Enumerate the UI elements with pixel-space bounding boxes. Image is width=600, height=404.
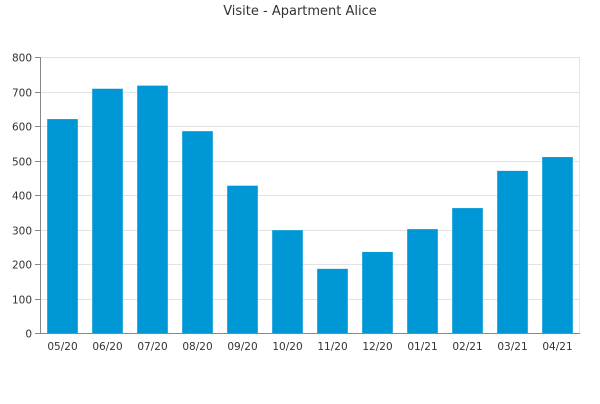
y-tick-label: 400	[12, 191, 32, 203]
y-tick-label: 700	[12, 88, 32, 100]
x-tick-label: 05/20	[47, 341, 77, 353]
x-tick-label: 10/20	[272, 341, 302, 353]
chart-title: Visite - Apartment Alice	[223, 4, 377, 19]
tick-labels: 0 100 200 300 400 500 600 700 800 05/20 06/20 07/20…	[12, 53, 573, 354]
y-tick-label: 500	[12, 157, 32, 169]
x-tick-label: 03/21	[497, 341, 527, 353]
grid-lines	[40, 57, 580, 333]
bar	[92, 88, 123, 334]
bar	[497, 170, 528, 333]
axes	[35, 57, 580, 334]
x-tick-label: 11/20	[317, 341, 347, 353]
bar	[272, 230, 303, 333]
bar	[452, 208, 483, 333]
bar	[362, 251, 393, 333]
x-tick-label: 12/20	[362, 341, 392, 353]
y-tick-label: 100	[12, 295, 32, 307]
x-tick-label: 01/21	[407, 341, 437, 353]
x-tick-label: 09/20	[227, 341, 257, 353]
bar	[47, 119, 78, 333]
bar	[182, 131, 213, 333]
y-tick-label: 0	[25, 329, 32, 341]
y-tick-label: 800	[12, 53, 32, 65]
x-tick-label: 06/20	[92, 341, 122, 353]
y-tick-label: 200	[12, 260, 32, 272]
bars	[47, 85, 573, 334]
x-tick-label: 04/21	[542, 341, 572, 353]
y-tick-label: 300	[12, 226, 32, 238]
bar	[227, 185, 258, 333]
x-tick-label: 07/20	[137, 341, 167, 353]
y-tick-label: 600	[12, 122, 32, 134]
x-tick-label: 08/20	[182, 341, 212, 353]
bar	[407, 229, 438, 333]
x-tick-label: 02/21	[452, 341, 482, 353]
bar	[137, 85, 168, 333]
bar	[542, 157, 573, 333]
bar	[317, 268, 348, 333]
